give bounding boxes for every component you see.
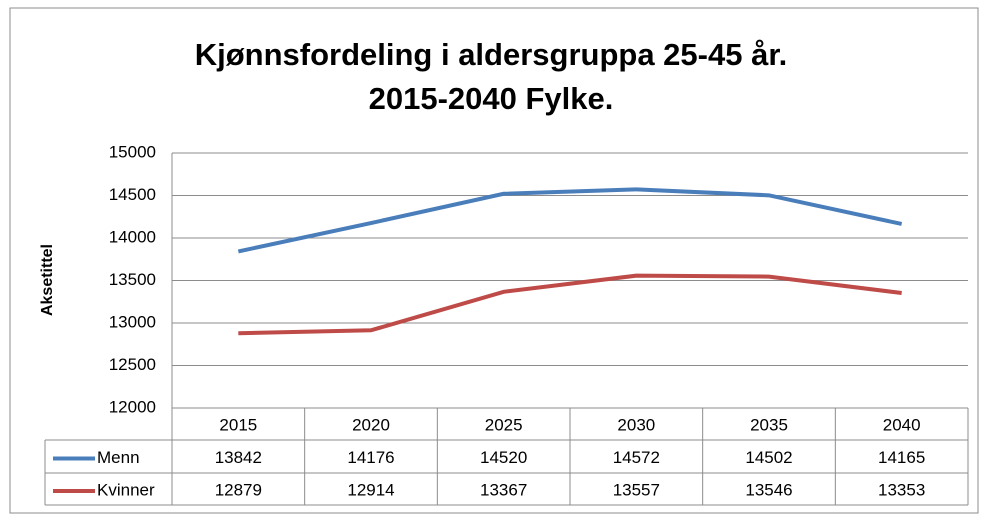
legend-label: Menn xyxy=(97,448,140,467)
table-value: 13546 xyxy=(745,480,792,499)
x-tick-label: 2025 xyxy=(485,415,523,434)
x-tick-label: 2015 xyxy=(219,415,257,434)
chart-frame xyxy=(9,7,979,514)
table-value: 13842 xyxy=(215,448,262,467)
table-value: 13353 xyxy=(878,480,925,499)
y-tick-label: 14000 xyxy=(109,227,156,246)
table-value: 13367 xyxy=(480,480,527,499)
x-tick-label: 2035 xyxy=(750,415,788,434)
table-value: 12914 xyxy=(347,480,394,499)
y-tick-label: 14500 xyxy=(109,185,156,204)
y-tick-label: 13000 xyxy=(109,312,156,331)
x-tick-label: 2030 xyxy=(617,415,655,434)
table-value: 14502 xyxy=(745,448,792,467)
y-tick-label: 12500 xyxy=(109,355,156,374)
x-tick-label: 2040 xyxy=(883,415,921,434)
table-value: 14520 xyxy=(480,448,527,467)
table-value: 14176 xyxy=(347,448,394,467)
series-line xyxy=(238,273,902,336)
table-value: 12879 xyxy=(215,480,262,499)
table-value: 14572 xyxy=(613,448,660,467)
legend-label: Kvinner xyxy=(97,480,155,499)
y-tick-label: 13500 xyxy=(109,270,156,289)
y-tick-label: 15000 xyxy=(109,142,156,161)
y-tick-label: 12000 xyxy=(109,397,156,416)
y-axis-label: Aksetittel xyxy=(39,244,56,316)
x-tick-label: 2020 xyxy=(352,415,390,434)
table-value: 14165 xyxy=(878,448,925,467)
chart-title: 2015-2040 Fylke. xyxy=(369,81,614,116)
table-value: 13557 xyxy=(613,480,660,499)
series-line xyxy=(237,187,903,254)
chart-title: Kjønnsfordeling i aldersgruppa 25-45 år. xyxy=(195,37,788,72)
